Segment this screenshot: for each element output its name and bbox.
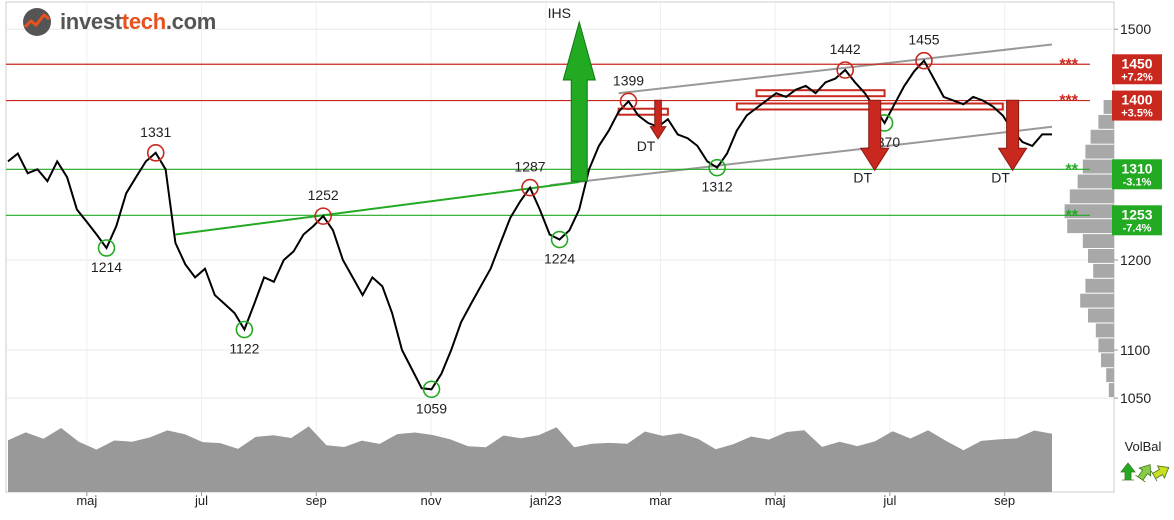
volume-profile-bar-13 <box>1080 293 1114 308</box>
x-tick-label-1: jul <box>194 493 208 508</box>
signal-arrow-2 <box>859 99 890 172</box>
y-tick-label-1200: 1200 <box>1120 252 1151 268</box>
volume-profile-bar-11 <box>1093 263 1114 278</box>
volume-profile-bar-5 <box>1077 174 1114 189</box>
level-stars-1253: ** <box>1066 207 1079 224</box>
pivot-label-1252: 1252 <box>308 187 339 203</box>
volbal-arrow-0-icon <box>1120 462 1136 481</box>
x-tick-label-3: nov <box>421 493 442 508</box>
volume-profile-bar-16 <box>1098 338 1114 353</box>
volume-profile-bar-12 <box>1085 278 1114 293</box>
logo-text-plain: invest <box>60 9 122 34</box>
signal-label-3: DT <box>991 169 1010 185</box>
level-box-1450 <box>1112 54 1162 85</box>
logo-text-domain: .com <box>165 9 216 34</box>
volume-profile-bar-15 <box>1095 323 1114 338</box>
level-value-1400: 1400 <box>1121 92 1152 108</box>
pivot-label-1224: 1224 <box>544 251 575 267</box>
level-pct-1310: -3.1% <box>1123 176 1152 188</box>
level-value-1450: 1450 <box>1121 55 1152 71</box>
level-stars-1400: *** <box>1059 93 1078 110</box>
trend-channel-lower <box>549 125 1053 187</box>
volume-profile-bar-18 <box>1106 368 1114 383</box>
pivot-label-1442: 1442 <box>830 41 861 57</box>
volume-profile-bar-6 <box>1069 189 1114 204</box>
volume-profile-bar-19 <box>1108 383 1114 397</box>
pivot-marker-1122 <box>235 320 254 339</box>
volume-profile-bar-17 <box>1101 353 1114 368</box>
level-stars-1310: ** <box>1066 161 1079 178</box>
pivot-marker-1287 <box>521 178 539 197</box>
volume-area <box>8 426 1052 492</box>
volbal-arrow-1-icon <box>1135 464 1152 483</box>
x-tick-label-2: sep <box>306 493 327 508</box>
trend-channel-upper <box>618 43 1053 95</box>
pivot-marker-1214 <box>97 239 116 257</box>
volbal-arrow-2-icon <box>1150 465 1170 482</box>
level-pct-1400: +3.5% <box>1121 108 1153 120</box>
level-box-1400 <box>1112 90 1162 121</box>
pivot-marker-1059 <box>422 380 441 399</box>
y-tick-label-1500: 1500 <box>1120 21 1151 37</box>
level-box-1310 <box>1112 159 1162 190</box>
y-tick-label-1100: 1100 <box>1120 342 1150 358</box>
x-tick-label-7: jul <box>882 493 896 508</box>
pivot-marker-1252 <box>314 207 332 225</box>
x-tick-label-0: maj <box>76 493 97 508</box>
signal-label-1: DT <box>637 138 656 154</box>
signal-arrow-1 <box>649 99 667 140</box>
volume-profile-bar-10 <box>1088 249 1114 263</box>
volume-profile-bar-2 <box>1090 129 1114 144</box>
pivot-label-1331: 1331 <box>140 124 171 140</box>
pivot-marker-1312 <box>708 158 726 177</box>
pivot-marker-1331 <box>146 144 165 162</box>
volume-profile-bar-3 <box>1085 144 1114 159</box>
pivot-label-1312: 1312 <box>702 179 733 195</box>
volume-profile-bar-9 <box>1082 234 1114 248</box>
x-tick-label-8: sep <box>994 493 1015 508</box>
pivot-label-1122: 1122 <box>229 341 259 357</box>
logo-text-accent: tech <box>121 9 166 34</box>
pivot-marker-1224 <box>550 230 569 249</box>
y-tick-label-1050: 1050 <box>1120 390 1151 406</box>
level-value-1253: 1253 <box>1121 206 1152 222</box>
pivot-label-1399: 1399 <box>613 72 644 88</box>
x-tick-label-6: maj <box>765 493 786 508</box>
volume-profile-bar-1 <box>1098 114 1114 129</box>
volume-profile-bar-8 <box>1067 219 1114 234</box>
pivot-marker-1399 <box>619 92 638 111</box>
pivot-label-1287: 1287 <box>514 159 545 175</box>
level-pct-1450: +7.2% <box>1121 71 1153 83</box>
volume-profile-bar-0 <box>1103 100 1114 114</box>
pivot-label-1455: 1455 <box>908 32 939 48</box>
signal-arrow-0 <box>562 20 596 182</box>
level-stars-1450: *** <box>1059 56 1078 73</box>
pivot-label-1059: 1059 <box>416 400 447 416</box>
logo-text: investtech.com <box>60 9 216 35</box>
signal-arrow-3 <box>997 99 1028 172</box>
signal-label-0: IHS <box>548 5 571 21</box>
volbal-label: VolBal <box>1125 439 1162 454</box>
level-pct-1253: -7.4% <box>1123 222 1152 234</box>
pivot-marker-1442 <box>836 61 854 79</box>
pivot-label-1214: 1214 <box>91 259 122 275</box>
x-tick-label-5: mar <box>649 493 672 508</box>
level-box-1253 <box>1112 205 1162 236</box>
uptrend-line <box>175 181 580 236</box>
dt-rect-2 <box>755 89 886 98</box>
logo-mark-icon <box>23 8 51 36</box>
signal-label-2: DT <box>853 169 872 185</box>
x-tick-label-4: jan23 <box>529 493 562 508</box>
investtech-logo[interactable]: investtech.com <box>20 6 216 38</box>
volume-profile-bar-14 <box>1088 308 1114 323</box>
level-value-1310: 1310 <box>1121 160 1152 176</box>
pivot-marker-1455 <box>915 51 933 70</box>
volume-profile-bar-4 <box>1082 159 1114 174</box>
